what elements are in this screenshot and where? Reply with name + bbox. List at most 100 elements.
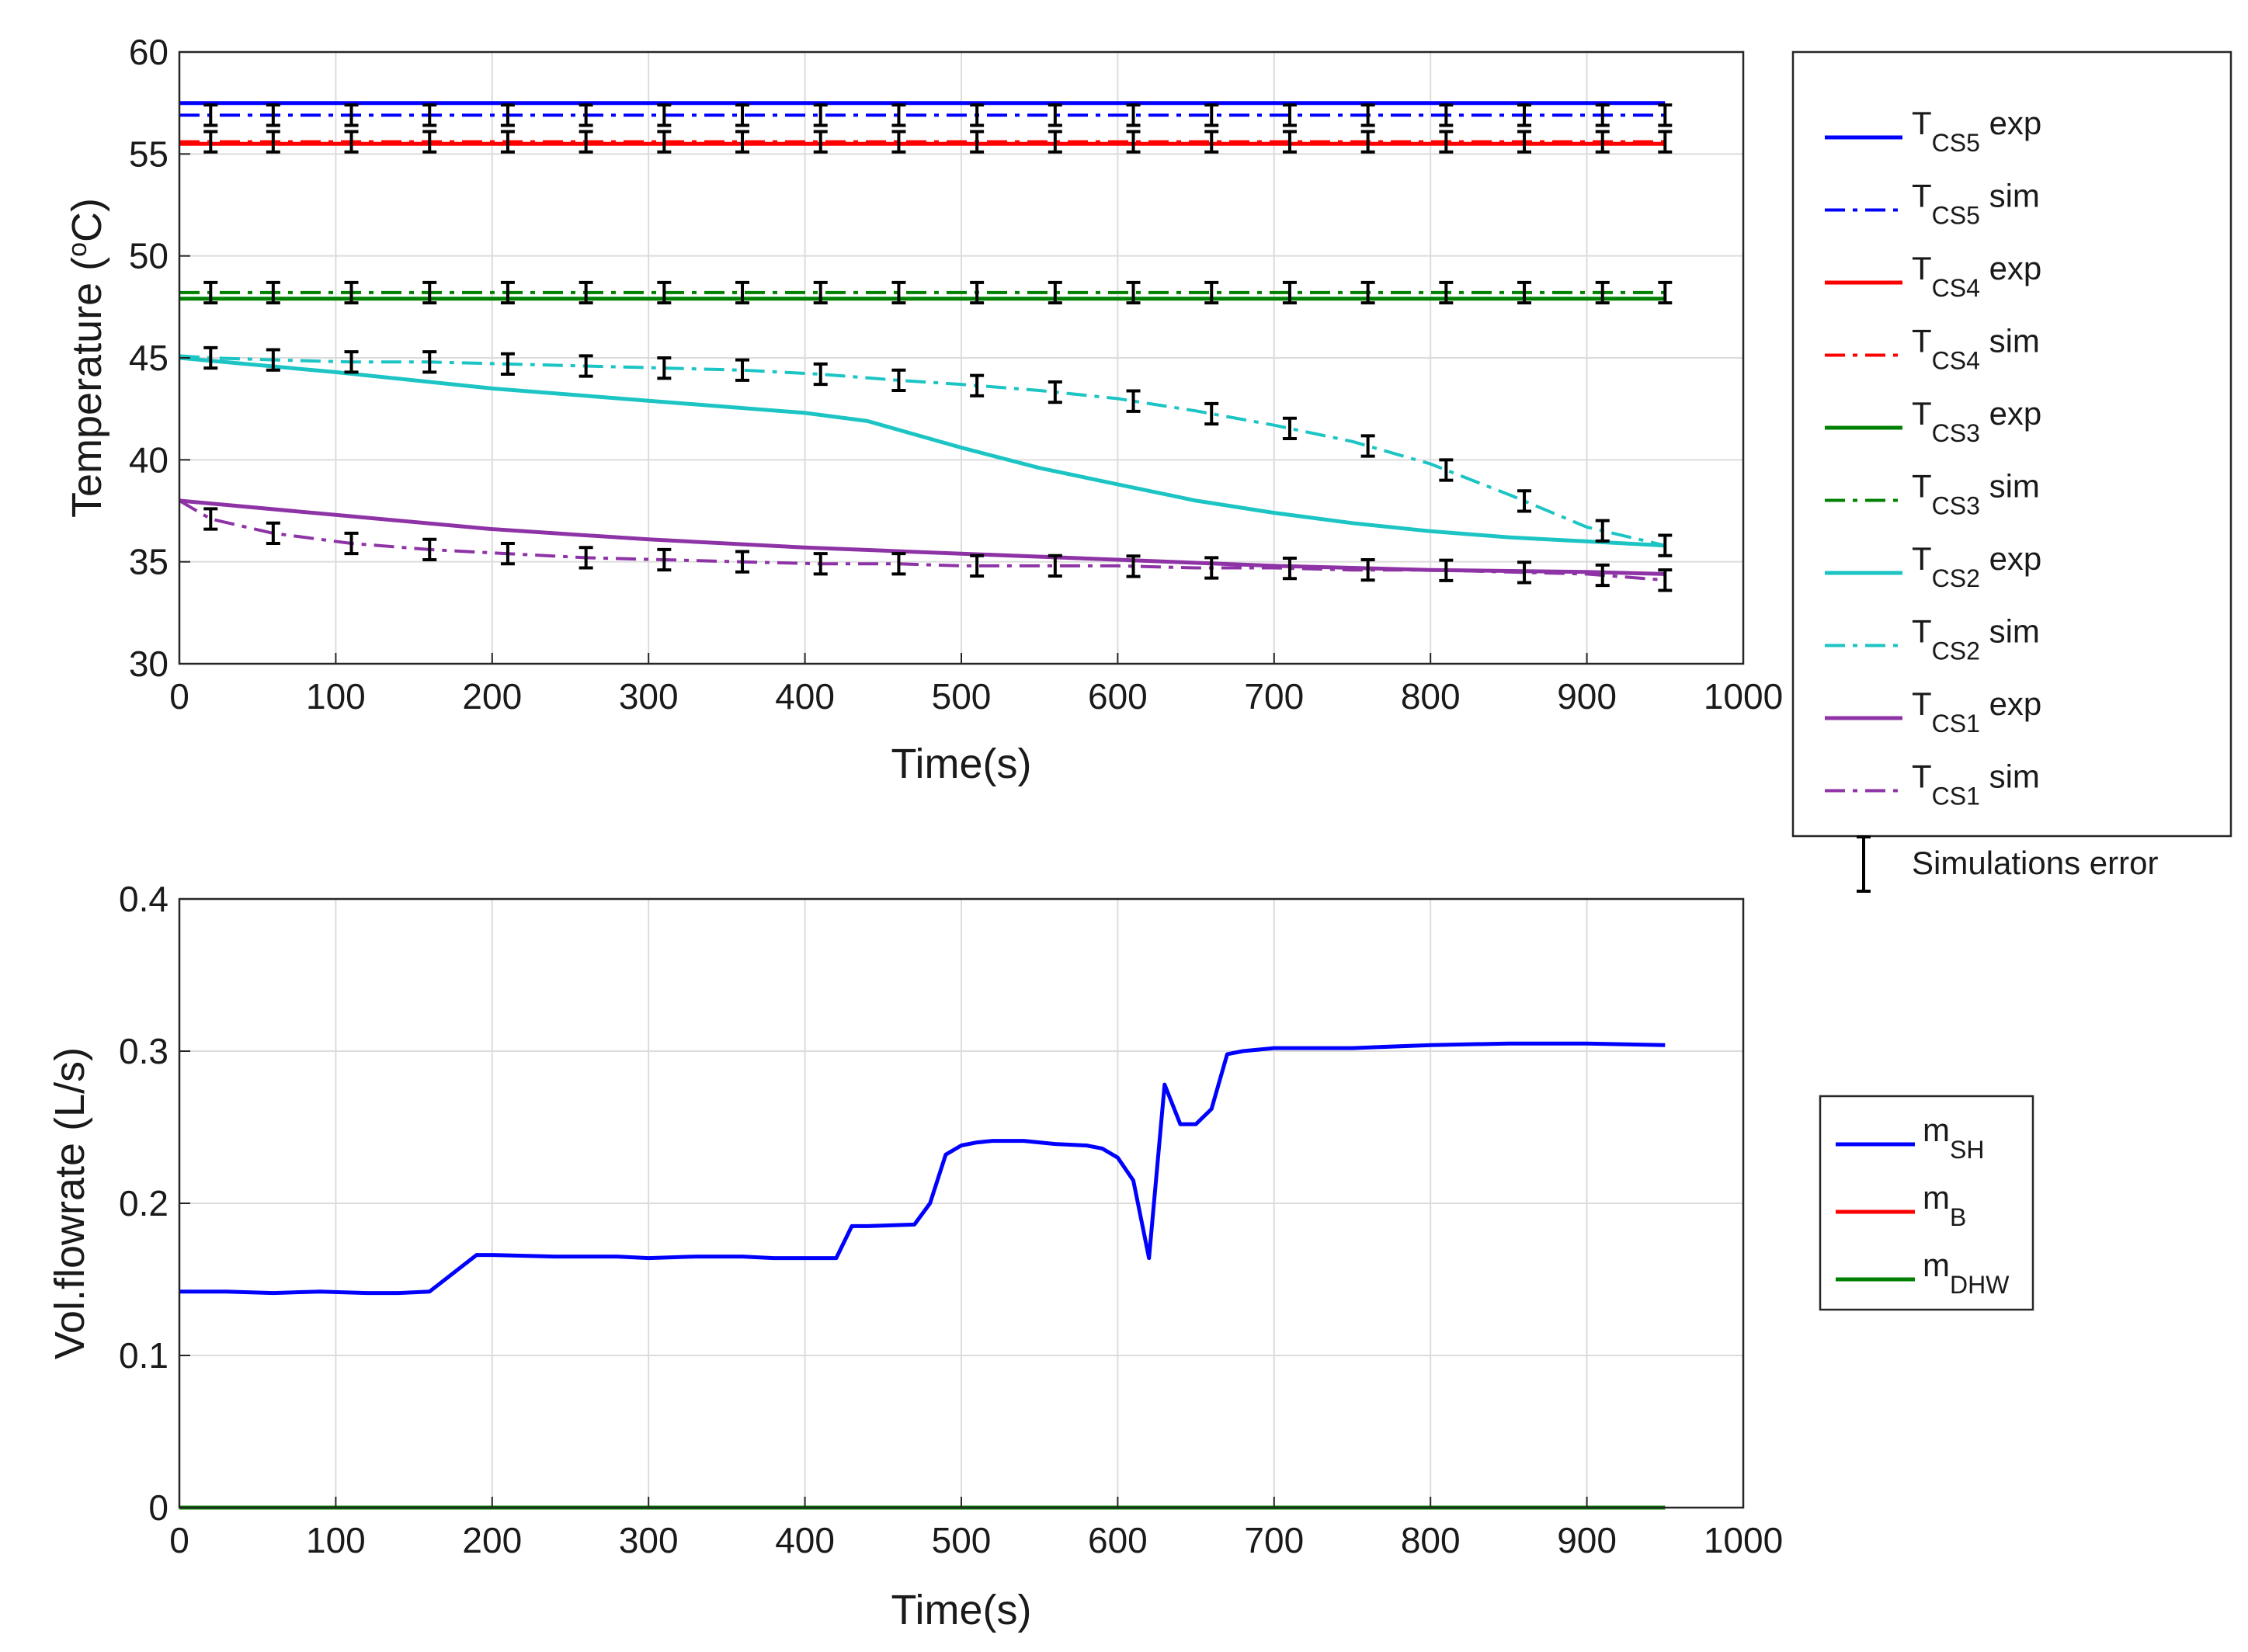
- legend-label: TCS5 exp: [1912, 105, 2041, 157]
- error-bar: [1048, 554, 1062, 578]
- legend-item-m-sh: mSH: [1836, 1112, 1984, 1164]
- error-bar: [203, 507, 218, 531]
- legend-item-t-cs1-exp: TCS1 exp: [1825, 685, 2041, 738]
- temperature-x-tick-label: 900: [1557, 676, 1617, 717]
- error-bar: [266, 130, 280, 154]
- temperature-legend-box: [1791, 50, 2232, 838]
- error-bar: [1126, 554, 1141, 578]
- flowrate-x-tick-label: 200: [462, 1520, 522, 1560]
- temperature-y-tick-label: 30: [129, 644, 169, 684]
- error-bar: [1517, 130, 1532, 154]
- error-bar: [1517, 280, 1532, 305]
- temperature-x-tick-label: 1000: [1704, 676, 1783, 717]
- error-bar: [1439, 458, 1454, 482]
- error-bar: [203, 345, 218, 370]
- series-t-cs1-exp: [179, 498, 1666, 576]
- error-bar: [657, 280, 672, 305]
- error-bar: [1048, 103, 1062, 127]
- error-bar: [266, 280, 280, 305]
- error-bar: [422, 103, 437, 127]
- flowrate-legend-box: [1819, 1095, 2034, 1311]
- error-bar: [1360, 130, 1375, 154]
- flowrate-x-tick-label: 800: [1401, 1520, 1461, 1560]
- series-m-sh: [179, 1041, 1666, 1296]
- temperature-x-tick-label: 500: [932, 676, 992, 717]
- temperature-legend: TCS5 exp TCS5 sim TCS4 exp TCS4 sim TCS3 exp…: [1791, 50, 2232, 893]
- error-bar: [1360, 558, 1375, 582]
- legend-item-t-cs5-sim: TCS5 sim: [1825, 178, 2040, 230]
- flowrate-y-tick-label: 0: [148, 1487, 169, 1528]
- temperature-y-tick-label: 55: [129, 134, 169, 174]
- flowrate-x-tick-label: 0: [169, 1520, 189, 1560]
- error-bar: [891, 552, 906, 576]
- error-bar: [1048, 380, 1062, 404]
- temperature-x-tick-label: 0: [169, 676, 189, 717]
- legend-item-t-cs5-exp: TCS5 exp: [1825, 105, 2041, 157]
- error-bar: [970, 280, 985, 305]
- error-bar: [1658, 568, 1673, 592]
- error-bar: [1517, 489, 1532, 513]
- flowrate-y-tick-label: 0.3: [119, 1031, 169, 1071]
- legend-label: TCS2 exp: [1912, 540, 2041, 592]
- flowrate-x-tick-label: 400: [775, 1520, 835, 1560]
- error-bar: [422, 537, 437, 562]
- legend-swatch-error-bar: [1857, 835, 1871, 893]
- legend-label: TCS4 exp: [1912, 250, 2041, 302]
- error-bar: [203, 280, 218, 305]
- error-bar: [1204, 130, 1219, 154]
- flowrate-y-tick-label: 0.1: [119, 1335, 169, 1376]
- error-bar: [813, 130, 828, 154]
- temperature-x-tick-label: 100: [306, 676, 366, 717]
- legend-label: mSH: [1923, 1112, 1984, 1164]
- series-t-cs2-sim: [179, 354, 1666, 547]
- legend-item-t-cs3-sim: TCS3 sim: [1825, 468, 2040, 520]
- error-bar: [344, 280, 359, 305]
- temperature-x-tick-label: 800: [1401, 676, 1461, 717]
- legend-label: TCS2 sim: [1912, 613, 2040, 665]
- legend-item-simulations-error: Simulations error: [1857, 835, 2158, 893]
- error-bar: [203, 103, 218, 127]
- legend-label: mB: [1923, 1179, 1966, 1231]
- legend-item-m-dhw: mDHW: [1836, 1247, 2010, 1299]
- flowrate-y-tick-label: 0.2: [119, 1183, 169, 1223]
- flowrate-x-tick-label: 600: [1088, 1520, 1148, 1560]
- error-bar: [1126, 130, 1141, 154]
- error-bar: [1282, 416, 1297, 441]
- error-bar: [735, 130, 750, 154]
- error-bar: [1439, 103, 1454, 127]
- legend-item-t-cs2-sim: TCS2 sim: [1825, 613, 2040, 665]
- error-bar: [1126, 103, 1141, 127]
- error-bar: [579, 280, 593, 305]
- error-bar: [579, 354, 593, 378]
- temperature-x-axis-label: Time(s): [891, 741, 1032, 787]
- error-bar: [1658, 533, 1673, 557]
- error-bar: [203, 130, 218, 154]
- error-bar: [500, 352, 515, 377]
- flowrate-x-tick-label: 1000: [1704, 1520, 1783, 1560]
- error-bar: [500, 130, 515, 154]
- error-bar: [813, 103, 828, 127]
- error-bar: [891, 130, 906, 154]
- error-bar: [1360, 103, 1375, 127]
- flowrate-y-tick-label: 0.4: [119, 879, 169, 919]
- error-bar: [1439, 280, 1454, 305]
- error-bar: [891, 103, 906, 127]
- error-bar: [1658, 280, 1673, 305]
- error-bar: [813, 362, 828, 387]
- error-bar: [500, 103, 515, 127]
- error-bar: [970, 554, 985, 578]
- error-bar: [1517, 103, 1532, 127]
- legend-item-t-cs3-exp: TCS3 exp: [1825, 395, 2041, 447]
- legend-label: TCS3 sim: [1912, 468, 2040, 520]
- error-bar: [1126, 280, 1141, 305]
- error-bar: [891, 368, 906, 393]
- error-bar: [1282, 556, 1297, 581]
- error-bar: [735, 103, 750, 127]
- temperature-series: [178, 101, 1666, 582]
- legend-label: TCS3 exp: [1912, 395, 2041, 447]
- legend-item-t-cs1-sim: TCS1 sim: [1825, 758, 2040, 810]
- temperature-y-axis-label: Temperature (oC): [63, 198, 110, 518]
- error-bar: [657, 130, 672, 154]
- flowrate-grid: [179, 898, 1744, 1508]
